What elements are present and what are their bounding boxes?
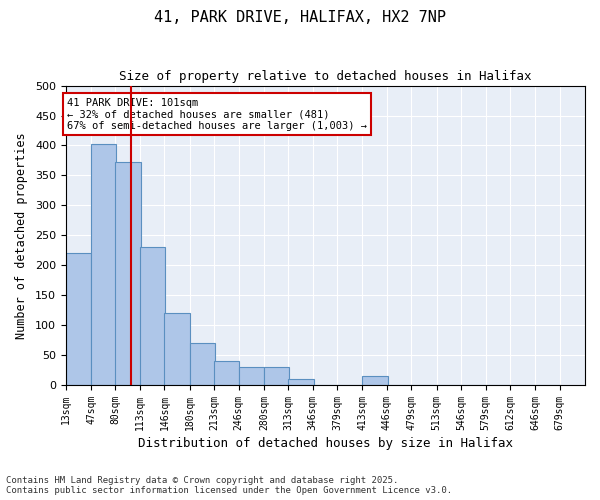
Bar (164, 313, 190, 385)
Bar (66, 254, 91, 385)
Bar (190, 343, 215, 385)
Title: Size of property relative to detached houses in Halifax: Size of property relative to detached ho… (119, 70, 532, 83)
Y-axis label: Number of detached properties: Number of detached properties (15, 132, 28, 338)
X-axis label: Distribution of detached houses by size in Halifax: Distribution of detached houses by size … (138, 437, 513, 450)
Bar (264, 367, 289, 385)
Bar (362, 376, 388, 385)
Bar (91, 144, 116, 385)
Text: Contains HM Land Registry data © Crown copyright and database right 2025.
Contai: Contains HM Land Registry data © Crown c… (6, 476, 452, 495)
Bar (214, 361, 239, 385)
Text: 41 PARK DRIVE: 101sqm
← 32% of detached houses are smaller (481)
67% of semi-det: 41 PARK DRIVE: 101sqm ← 32% of detached … (67, 98, 367, 130)
Text: 41, PARK DRIVE, HALIFAX, HX2 7NP: 41, PARK DRIVE, HALIFAX, HX2 7NP (154, 10, 446, 25)
Bar (289, 379, 314, 385)
Bar (140, 248, 165, 385)
Bar (115, 162, 141, 385)
Bar (239, 367, 264, 385)
